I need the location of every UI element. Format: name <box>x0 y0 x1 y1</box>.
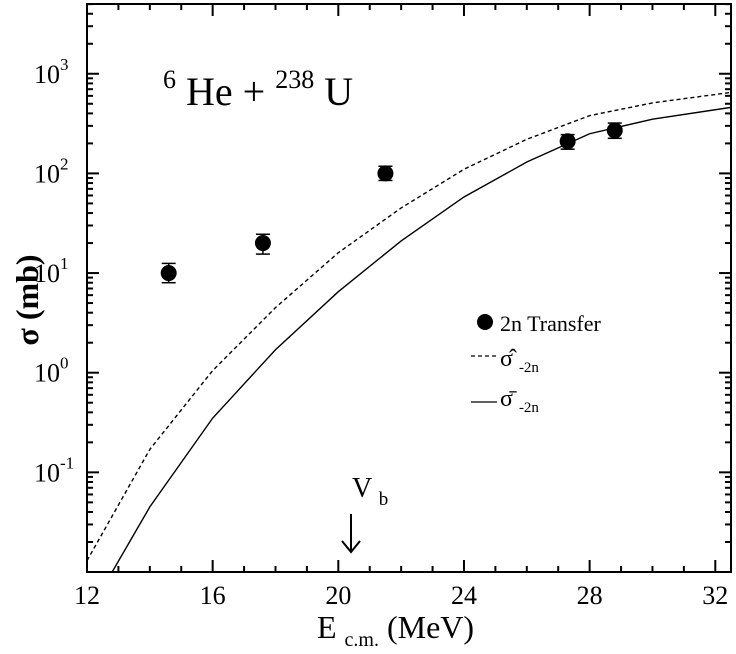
y-tick-label-exp: 1 <box>60 254 69 273</box>
data-point <box>160 262 177 284</box>
x-tick-label: 24 <box>451 581 477 610</box>
curves <box>87 91 731 572</box>
y-tick-label-base: 10 <box>34 259 60 288</box>
y-tick-label-base: 10 <box>34 458 60 487</box>
legend-sigma-bar-sub: -2n <box>519 400 539 416</box>
legend: 2n Transfer σ̂ -2n σ̄ -2n <box>471 311 602 416</box>
curve-sigma-bar <box>111 106 731 572</box>
x-axis-title-sub: c.m. <box>345 629 379 651</box>
y-tick-label-exp: 3 <box>60 55 69 74</box>
y-tick-label: 100 <box>34 354 69 388</box>
point-marker <box>377 165 394 182</box>
x-tick-label: 12 <box>74 581 100 610</box>
point-marker <box>606 122 623 139</box>
legend-label-sigma-hat: σ̂ -2n <box>500 346 539 376</box>
data-point <box>606 122 623 140</box>
y-tick-label-exp: 0 <box>60 354 69 373</box>
reaction-sup1: 6 <box>163 65 176 94</box>
y-tick-label-exp: -1 <box>60 453 74 472</box>
y-tick-label-exp: 2 <box>60 154 69 173</box>
legend-sigma-bar-symbol: σ̄ <box>500 386 517 412</box>
vb-label-main: V <box>352 473 372 504</box>
y-tick-label: 10-1 <box>34 453 74 487</box>
point-marker <box>559 133 576 150</box>
vb-label: V b <box>352 473 388 510</box>
vb-arrow-head <box>341 540 361 554</box>
point-marker <box>160 265 177 282</box>
x-axis-title: E c.m. (MeV) <box>317 609 474 653</box>
y-tick-label-base: 10 <box>34 60 60 89</box>
curve-sigma-hat <box>87 91 731 561</box>
y-tick-label: 101 <box>34 254 69 288</box>
x-axis-title-unit: (MeV) <box>387 609 474 645</box>
vb-marker: V b <box>341 473 388 554</box>
y-axis-title: σ (mb) <box>9 254 45 345</box>
x-tick-label: 16 <box>200 581 226 610</box>
x-axis: 12 16 20 24 28 32 <box>74 4 728 610</box>
x-axis-title-main: E <box>317 609 337 645</box>
reaction-elem2: U <box>324 69 353 114</box>
data-points <box>160 122 623 284</box>
legend-sigma-hat-sub: -2n <box>519 360 539 376</box>
legend-marker-2n-transfer <box>477 314 493 330</box>
y-tick-label-base: 10 <box>34 359 60 388</box>
reaction-elem1: He + <box>186 69 275 114</box>
legend-sigma-hat-symbol: σ̂ <box>500 346 517 372</box>
x-tick-label: 28 <box>577 581 603 610</box>
data-point <box>254 233 271 255</box>
y-tick-label: 103 <box>34 55 69 89</box>
vb-label-sub: b <box>379 489 389 510</box>
x-tick-label: 20 <box>325 581 351 610</box>
x-tick-label: 32 <box>702 581 728 610</box>
legend-label-sigma-bar: σ̄ -2n <box>500 386 539 416</box>
legend-label-2n-transfer: 2n Transfer <box>500 311 602 336</box>
point-marker <box>254 235 271 252</box>
data-point <box>377 165 394 182</box>
data-point <box>559 133 576 150</box>
reaction-sup2: 238 <box>275 65 314 94</box>
reaction-label: 6 He + 238 U <box>163 52 353 114</box>
y-tick-label: 102 <box>34 154 69 188</box>
y-tick-label-base: 10 <box>34 159 60 188</box>
